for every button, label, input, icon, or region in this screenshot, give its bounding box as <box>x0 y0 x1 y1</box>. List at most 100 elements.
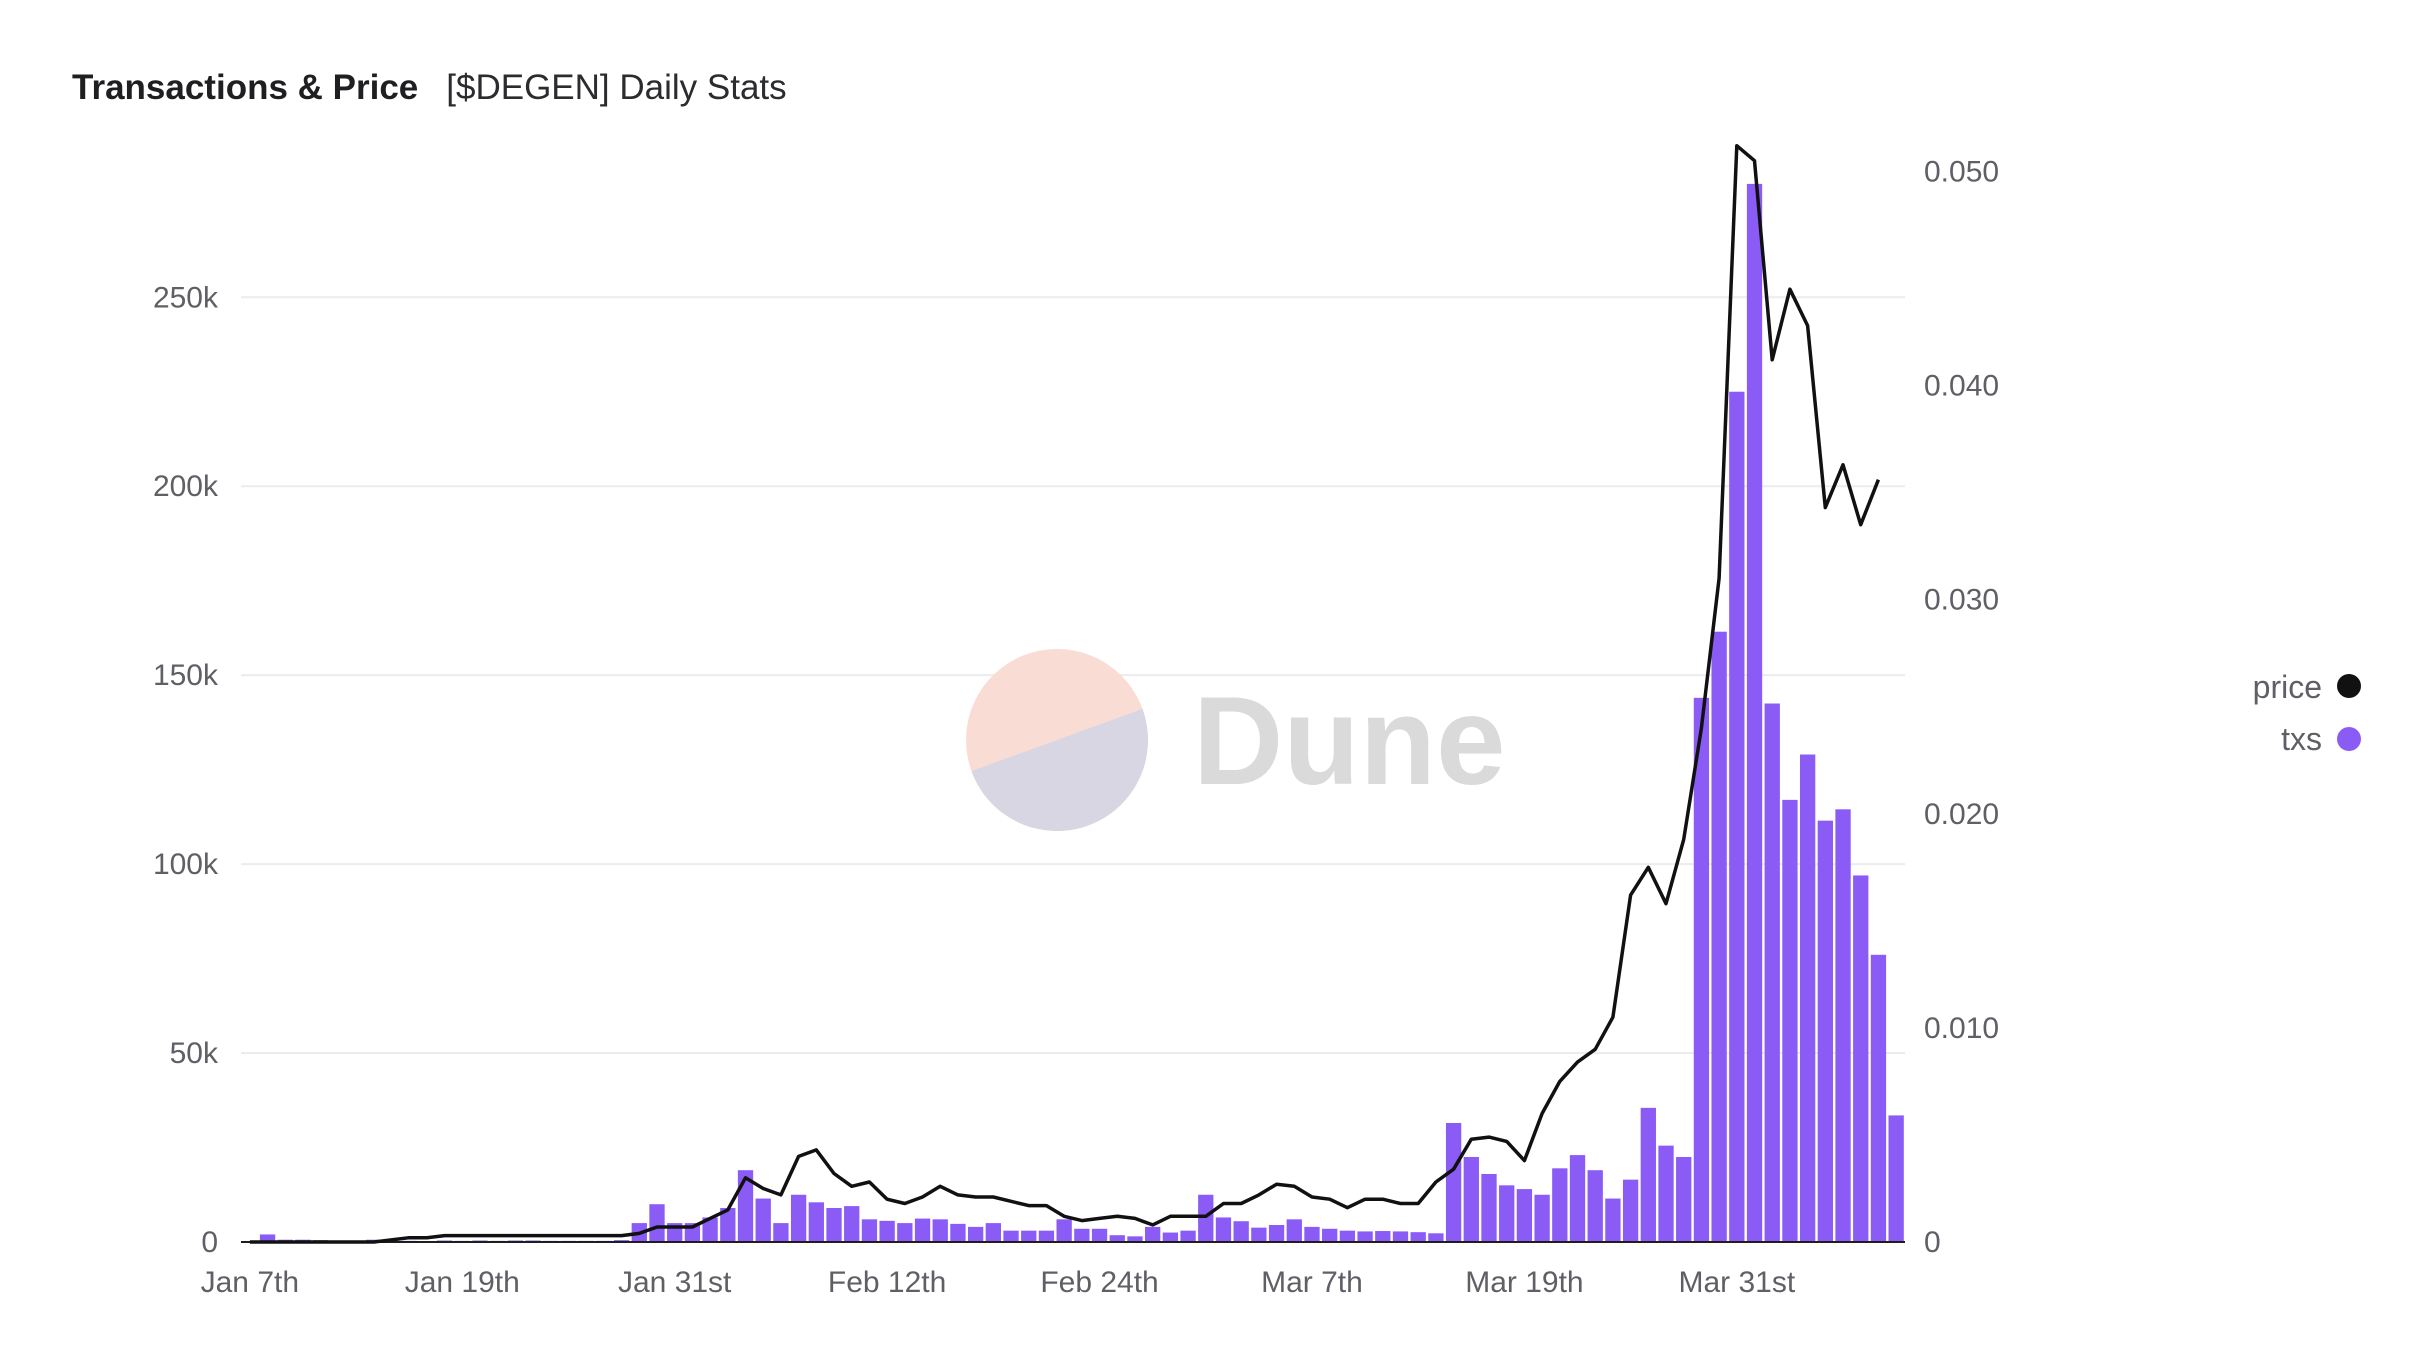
txs-bar <box>1481 1173 1497 1242</box>
txs-bar <box>755 1198 771 1242</box>
x-tick-label: Feb 24th <box>1040 1266 1158 1299</box>
txs-bar <box>790 1194 807 1242</box>
txs-bar <box>1516 1189 1533 1242</box>
legend-swatch-txs <box>2337 727 2361 751</box>
txs-bar <box>1569 1155 1586 1242</box>
legend: price txs <box>2253 669 2361 757</box>
y-right-tick-label: 0.040 <box>1924 370 1999 403</box>
x-tick-label: Mar 31st <box>1678 1266 1795 1299</box>
txs-bar <box>861 1219 878 1242</box>
txs-bar <box>720 1207 736 1242</box>
txs-bar <box>1552 1168 1568 1242</box>
txs-bar <box>1198 1194 1214 1242</box>
txs-bar <box>1640 1107 1656 1242</box>
txs-bar <box>1835 809 1851 1242</box>
txs-bar <box>897 1223 913 1242</box>
y-right-tick-label: 0.030 <box>1924 584 1999 617</box>
txs-bar <box>1622 1179 1639 1242</box>
txs-bar <box>1251 1227 1267 1242</box>
x-tick-label: Mar 7th <box>1261 1266 1363 1299</box>
x-tick-label: Jan 31st <box>618 1266 732 1299</box>
txs-bar <box>1711 631 1727 1242</box>
txs-bar <box>844 1206 860 1242</box>
txs-bar <box>649 1204 665 1242</box>
txs-bar <box>1375 1231 1391 1242</box>
legend-label-price: price <box>2253 669 2322 705</box>
txs-bar <box>1021 1230 1037 1242</box>
txs-bar <box>702 1217 718 1242</box>
txs-bar <box>1357 1231 1373 1242</box>
txs-bar <box>932 1219 948 1242</box>
x-tick-label: Jan 19th <box>405 1266 520 1299</box>
y-left-tick-label: 100k <box>153 848 219 881</box>
txs-bar <box>1729 391 1745 1243</box>
txs-bar <box>1127 1236 1143 1242</box>
legend-item-price[interactable]: price <box>2253 669 2361 705</box>
txs-bar <box>1091 1228 1108 1242</box>
txs-bar <box>808 1202 824 1242</box>
txs-bar <box>1799 754 1816 1242</box>
y-right-tick-label: 0.010 <box>1924 1012 1999 1045</box>
txs-bar <box>1145 1226 1161 1242</box>
txs-bar <box>1428 1233 1444 1242</box>
y-left-tick-label: 200k <box>153 470 219 503</box>
legend-swatch-price <box>2337 674 2361 698</box>
txs-bar <box>1605 1198 1621 1242</box>
txs-bar <box>773 1223 789 1242</box>
txs-bar <box>1056 1219 1072 1242</box>
legend-item-txs[interactable]: txs <box>2281 721 2361 757</box>
txs-bar <box>950 1223 966 1242</box>
txs-bar <box>1322 1228 1338 1242</box>
txs-bar <box>1109 1235 1125 1242</box>
chart-subtitle: [$DEGEN] Daily Stats <box>446 68 787 107</box>
txs-bar <box>1304 1226 1320 1242</box>
y-right-tick-label: 0.050 <box>1924 155 1999 188</box>
txs-bar <box>1463 1156 1479 1242</box>
y-right-tick-label: 0 <box>1924 1226 1941 1259</box>
txs-bar <box>914 1218 931 1242</box>
txs-bar <box>1870 954 1887 1242</box>
txs-bar <box>1764 703 1780 1242</box>
y-axis-right-labels: 0 0.010 0.020 0.030 0.040 0.050 <box>1924 155 1999 1259</box>
txs-bar <box>1286 1219 1302 1242</box>
y-right-tick-label: 0.020 <box>1924 798 1999 831</box>
legend-label-txs: txs <box>2281 721 2322 757</box>
txs-bar <box>1676 1156 1692 1242</box>
txs-bar <box>1074 1228 1090 1242</box>
txs-bar <box>1038 1230 1055 1242</box>
txs-bar <box>1339 1230 1356 1242</box>
txs-bar <box>1233 1221 1249 1242</box>
txs-bar <box>259 1234 276 1242</box>
txs-bar <box>1180 1230 1196 1242</box>
txs-bar <box>1534 1194 1550 1242</box>
txs-bar <box>1817 820 1833 1242</box>
y-left-tick-label: 250k <box>153 281 219 314</box>
txs-bar <box>1658 1145 1674 1242</box>
txs-bar <box>967 1226 984 1242</box>
txs-bar <box>1499 1185 1515 1242</box>
txs-bar <box>826 1207 842 1242</box>
txs-bar <box>1587 1170 1603 1242</box>
txs-bar <box>1782 799 1798 1242</box>
y-left-tick-label: 0 <box>201 1226 218 1259</box>
txs-bar <box>1888 1115 1904 1242</box>
x-tick-label: Jan 7th <box>201 1266 299 1299</box>
y-axis-left-labels: 0 50k 100k 150k 200k 250k <box>153 281 219 1259</box>
y-left-tick-label: 50k <box>170 1037 219 1070</box>
txs-bar <box>1410 1232 1426 1242</box>
chart-header: Transactions & Price [$DEGEN] Daily Stat… <box>72 68 787 108</box>
price-line <box>249 143 1881 1244</box>
txs-bar <box>1268 1224 1285 1242</box>
txs-bars <box>259 183 1904 1243</box>
x-axis-labels: Jan 7th Jan 19th Jan 31st Feb 12th Feb 24th M… <box>201 1266 1796 1299</box>
watermark-text: Dune <box>1193 672 1506 811</box>
txs-bar <box>1392 1231 1409 1242</box>
txs-bar <box>1445 1122 1462 1242</box>
x-tick-label: Feb 12th <box>828 1266 946 1299</box>
txs-bar <box>1003 1230 1019 1242</box>
y-left-tick-label: 150k <box>153 659 219 692</box>
txs-bar <box>1162 1232 1179 1242</box>
x-tick-label: Mar 19th <box>1465 1266 1583 1299</box>
txs-bar <box>879 1220 895 1242</box>
